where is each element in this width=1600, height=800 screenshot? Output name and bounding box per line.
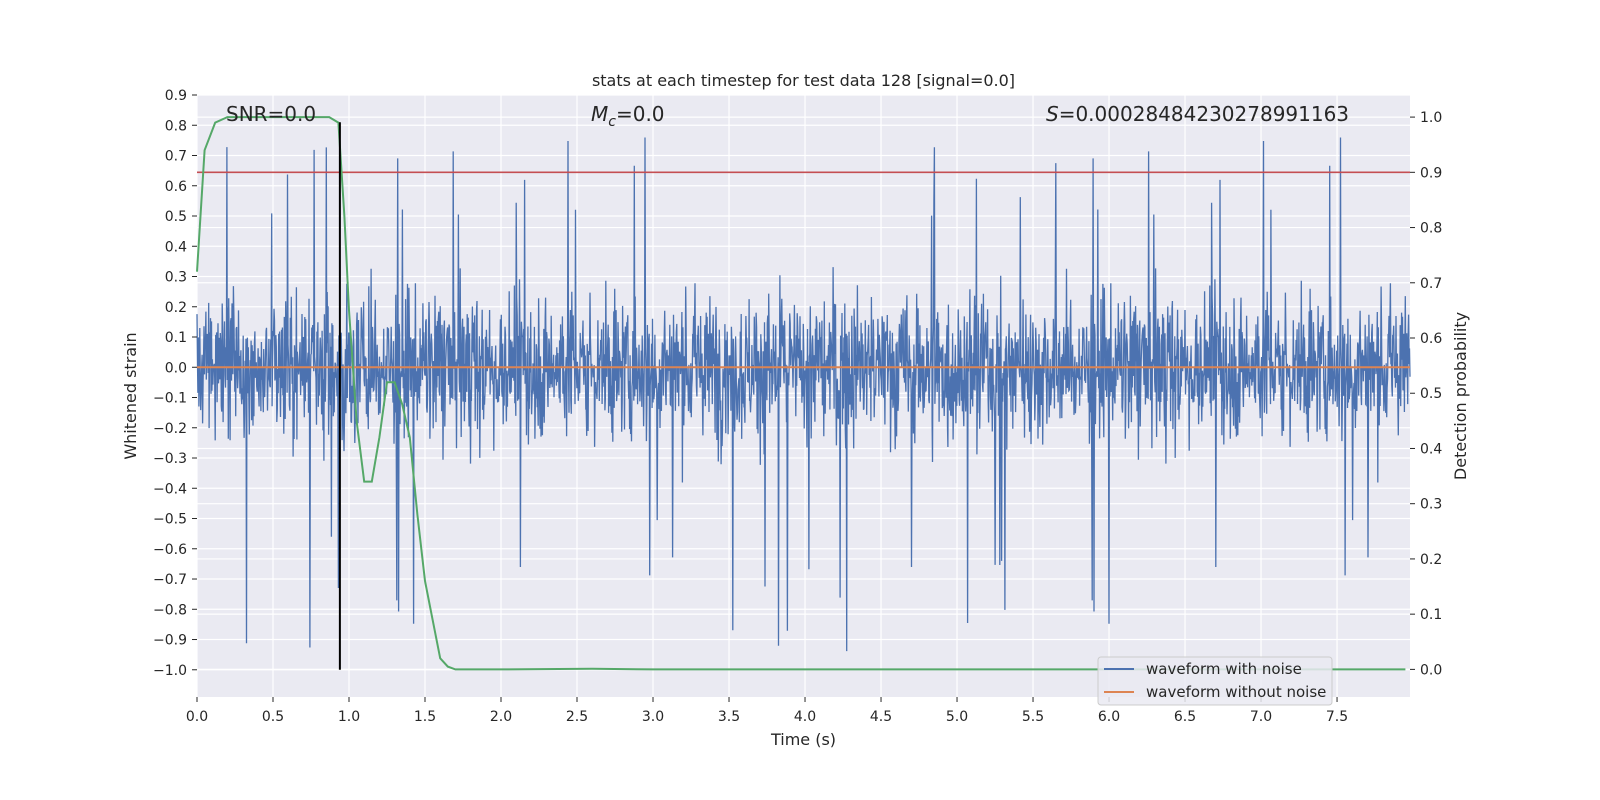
plot-area <box>196 94 1411 697</box>
y-tick-label: −1.0 <box>153 663 187 679</box>
y-tick-label: −0.3 <box>153 451 187 467</box>
series-lines <box>196 116 1410 671</box>
y-right-tick-label: 0.4 <box>1420 441 1442 457</box>
x-tick-label: 0.5 <box>262 709 284 725</box>
chart-title: stats at each timestep for test data 128… <box>592 71 1015 90</box>
y-tick-label: −0.6 <box>153 542 187 558</box>
x-tick-label: 3.5 <box>718 709 740 725</box>
y-tick-label: −0.5 <box>153 512 187 528</box>
y-right-tick-label: 0.6 <box>1420 331 1442 347</box>
y-right-tick-label: 0.7 <box>1420 276 1442 292</box>
legend-box <box>1097 656 1333 706</box>
legend: waveform with noise waveform without noi… <box>1097 656 1333 706</box>
x-tick-label: 5.5 <box>1022 709 1044 725</box>
y-right-tick-label: 0.3 <box>1420 497 1442 513</box>
y-tick-label: 0.6 <box>165 179 187 195</box>
y-right-tick-label: 0.2 <box>1420 552 1442 568</box>
x-tick-label: 2.5 <box>566 709 588 725</box>
x-tick-label: 4.5 <box>870 709 892 725</box>
y-tick-label: −0.8 <box>153 602 187 618</box>
annotation-chirp-mass-symbol: M <box>591 102 608 126</box>
x-tick-label: 1.5 <box>414 709 436 725</box>
y-axis-label: Whitened strain <box>121 332 140 459</box>
annotation-chirp-mass: Mc=0.0 <box>591 102 665 130</box>
x-tick-label: 5.0 <box>946 709 968 725</box>
y-axis-right-label: Detection probability <box>1451 312 1470 480</box>
waveform-with-noise-line <box>196 137 1411 652</box>
y-tick-label: 0.8 <box>165 118 187 134</box>
series-waveform-with-noise <box>196 137 1411 652</box>
y-right-tick-label: 0.9 <box>1420 165 1442 181</box>
annotation-score: S=0.00028484230278991163 <box>1046 102 1349 126</box>
y-tick-label: 0.0 <box>165 360 187 376</box>
y-tick-label: 0.1 <box>165 330 187 346</box>
x-tick-label: 4.0 <box>794 709 816 725</box>
x-tick-label: 2.0 <box>490 709 512 725</box>
x-tick-label: 0.0 <box>186 709 208 725</box>
x-tick-label: 7.0 <box>1250 709 1272 725</box>
y-tick-label: 0.4 <box>165 239 187 255</box>
y-tick-label: −0.9 <box>153 633 187 649</box>
annotation-chirp-mass-subscript: c <box>608 114 616 130</box>
y-tick-label: 0.2 <box>165 300 187 316</box>
y-tick-label: −0.1 <box>153 391 187 407</box>
x-tick-label: 6.0 <box>1098 709 1120 725</box>
annotation-score-value: =0.00028484230278991163 <box>1059 102 1349 126</box>
y-right-tick-label: 0.8 <box>1420 221 1442 237</box>
y-right-tick-label: 0.5 <box>1420 386 1442 402</box>
y-tick-label: −0.7 <box>153 572 187 588</box>
x-tick-label: 7.5 <box>1326 709 1348 725</box>
y-tick-label: 0.3 <box>165 270 187 286</box>
y-tick-label: −0.2 <box>153 421 187 437</box>
legend-label-waveform-without-noise: waveform without noise <box>1146 683 1326 701</box>
x-tick-label: 6.5 <box>1174 709 1196 725</box>
axes: 0.0 0.5 1.0 1.5 2.0 2.5 3.0 3.5 4.0 4.5 5.0 5.5 6.0 6… <box>153 88 1442 725</box>
y-tick-label: −0.4 <box>153 481 187 497</box>
annotation-snr: SNR=0.0 <box>226 102 316 126</box>
detection-probability-line <box>196 116 1406 671</box>
x-tick-label: 1.0 <box>338 709 360 725</box>
annotation-score-symbol: S <box>1046 102 1059 126</box>
y-tick-label: 0.7 <box>165 149 187 165</box>
y-tick-label: 0.9 <box>165 88 187 104</box>
legend-label-waveform-with-noise: waveform with noise <box>1146 660 1302 678</box>
y-right-tick-label: 0.0 <box>1420 662 1442 678</box>
annotation-chirp-mass-value: =0.0 <box>616 102 665 126</box>
x-tick-label: 3.0 <box>642 709 664 725</box>
y-right-tick-label: 0.1 <box>1420 607 1442 623</box>
y-right-tick-label: 1.0 <box>1420 110 1442 126</box>
y-tick-label: 0.5 <box>165 209 187 225</box>
x-axis-label: Time (s) <box>770 730 836 749</box>
